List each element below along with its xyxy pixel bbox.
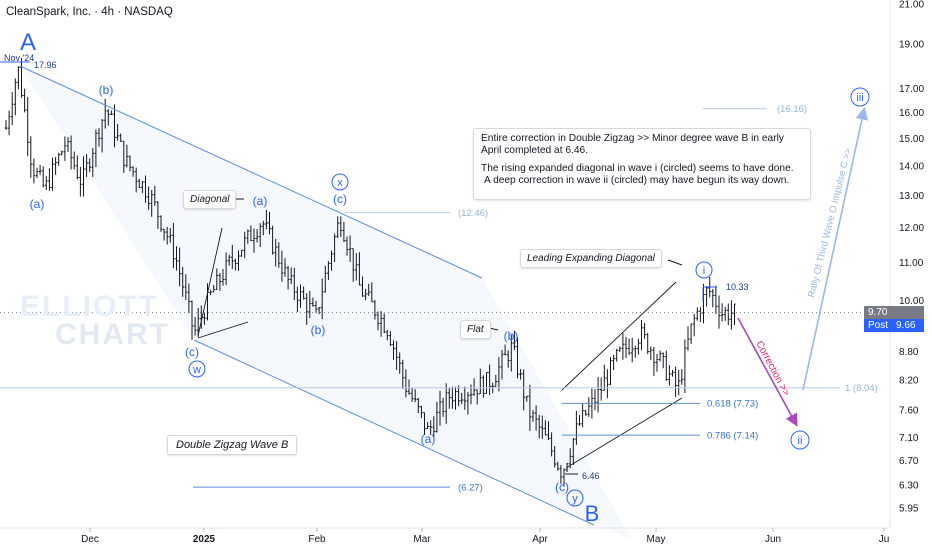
y-axis: 21.00 19.00 17.00 16.00 15.00 14.00 13.00 12.00… xyxy=(899,0,924,515)
key-price-label: 6.46 xyxy=(582,471,600,481)
wave-label-a: (a) xyxy=(30,197,45,211)
y-tick-label: 19.00 xyxy=(899,39,924,50)
x-tick-label: Apr xyxy=(532,534,548,545)
y-tick-label: 8.80 xyxy=(899,347,919,358)
x-tick-label: Feb xyxy=(308,534,326,545)
y-tick-label: 21.00 xyxy=(899,0,924,11)
y-tick-label: 17.00 xyxy=(899,84,924,95)
wave-label-y: y xyxy=(572,493,578,505)
y-tick-label: 7.60 xyxy=(899,406,919,417)
y-tick-label: 14.00 xyxy=(899,162,924,173)
watermark-line2: CHART xyxy=(55,318,170,351)
wave-label-ii-ring xyxy=(790,430,810,450)
x-tick-label: Dec xyxy=(81,534,99,545)
level-label: 0.618 (7.73) xyxy=(707,399,758,410)
wave-label-c: (c) xyxy=(333,192,347,206)
analysis-note: Entire correction in Double Zigzag >> Mi… xyxy=(473,128,811,200)
y-tick-label: 15.00 xyxy=(899,134,924,145)
wave-label-b: (b) xyxy=(504,329,519,343)
y-tick-label: 11.00 xyxy=(899,258,924,269)
key-price-label: 10.33 xyxy=(726,282,749,292)
flat-note: Flat xyxy=(460,320,491,339)
wave-label-ii: ii xyxy=(798,435,803,447)
candles xyxy=(4,57,736,487)
diagonal-line xyxy=(197,227,223,337)
post-price-tag: Post 9.66 xyxy=(864,319,924,332)
level-label: (6.27) xyxy=(458,482,483,493)
y-tick-label: 8.20 xyxy=(899,375,919,386)
wave-label-x: x xyxy=(337,177,343,189)
wave-label-b: (b) xyxy=(311,323,326,337)
y-tick-label: 12.00 xyxy=(899,223,924,234)
leading-pointer xyxy=(667,259,683,266)
wave-label-a: (a) xyxy=(253,194,268,208)
y-tick-label: 5.95 xyxy=(899,504,919,515)
channel-lower-line xyxy=(193,339,595,526)
y-tick-label: 16.00 xyxy=(899,108,924,119)
wave-label-a: (a) xyxy=(421,432,436,446)
y-tick-label: 13.00 xyxy=(899,191,924,202)
x-tick-label: Jun xyxy=(765,534,781,545)
key-price-label: 17.96 xyxy=(34,60,57,70)
level-label: 1 (8.04) xyxy=(845,383,878,394)
wave-label-c: (c) xyxy=(555,480,569,494)
y-tick-label: 6.30 xyxy=(899,481,919,492)
wave-label-y-ring xyxy=(566,489,584,507)
level-label: 0.786 (7.14) xyxy=(707,430,758,441)
wave-label-A: A xyxy=(20,29,36,56)
wave-label-x-ring xyxy=(331,173,349,191)
wave-label-i-ring xyxy=(695,261,713,279)
wave-label-c: (c) xyxy=(185,345,199,359)
channel-fill xyxy=(20,66,632,540)
note-line-3: A deep correction in wave ii (circled) m… xyxy=(484,175,790,186)
wave-label-w-ring xyxy=(188,360,206,378)
diagonal-line xyxy=(197,321,249,339)
level-label: (16.16) xyxy=(777,104,807,115)
diagonal-note: Diagonal xyxy=(183,190,237,209)
leading-diagonal-note: Leading Expanding Diagonal xyxy=(520,249,662,268)
note-line-1: Entire correction in Double Zigzag >> Mi… xyxy=(481,133,784,156)
wave-label-B: B xyxy=(585,501,600,526)
wave-label-iii-ring xyxy=(850,87,870,107)
x-tick-label: Ju xyxy=(879,534,890,545)
date-tag: Nov '24 xyxy=(4,53,34,63)
wave-label-iii: iii xyxy=(856,92,863,104)
chart-title: CleanSpark, Inc. · 4h · NASDAQ xyxy=(6,6,173,18)
rally-label: Rally Of Third Wave O Impulse C >> xyxy=(806,147,854,299)
y-tick-label: 7.10 xyxy=(899,433,919,444)
impulse-arrow xyxy=(802,106,869,391)
wave-label-b: (b) xyxy=(99,83,114,97)
level-label: (12.46) xyxy=(458,208,488,219)
leading-diagonal-upper xyxy=(561,281,677,391)
wave-label-w: w xyxy=(192,364,201,376)
x-tick-label: 2025 xyxy=(193,534,216,545)
double-zigzag-note: Double Zigzag Wave B xyxy=(167,435,298,455)
y-tick-label: 6.70 xyxy=(899,456,919,467)
wave-label-i: i xyxy=(703,265,705,277)
leading-diagonal-lower xyxy=(565,397,683,469)
x-axis: Dec 2025 Feb Mar Apr May Jun Ju xyxy=(81,528,889,545)
x-tick-label: May xyxy=(647,534,666,545)
y-tick-label: 10.00 xyxy=(899,296,924,307)
channel-upper-line xyxy=(19,65,483,279)
note-line-2: The rising expanded diagonal in wave i (… xyxy=(481,163,794,174)
watermark-line1: ELLIOTT xyxy=(20,290,159,323)
correction-arrow xyxy=(737,317,798,427)
correction-label: Correction >> xyxy=(753,339,791,398)
last-price-tag: 9.70 xyxy=(864,306,924,319)
x-tick-label: Mar xyxy=(413,534,431,545)
